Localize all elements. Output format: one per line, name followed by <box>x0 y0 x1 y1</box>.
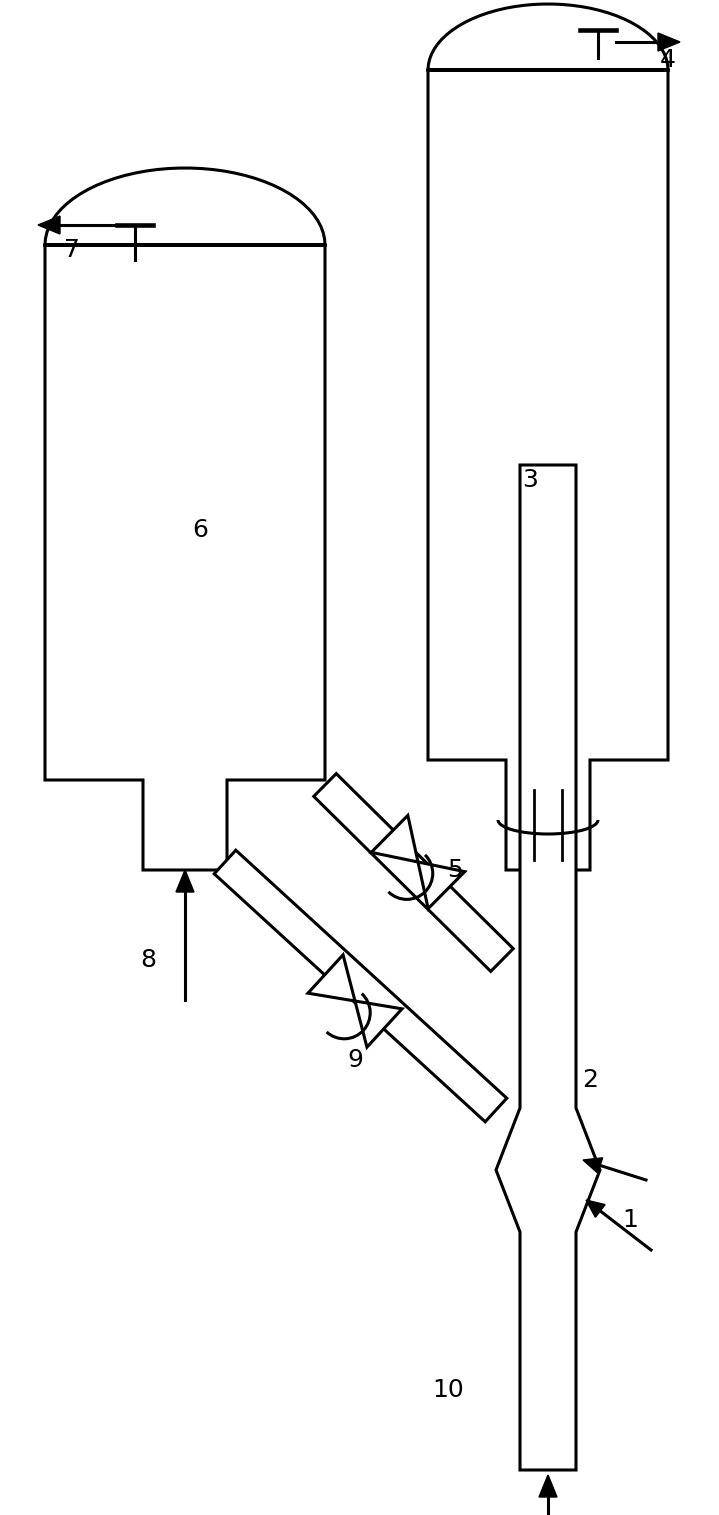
Polygon shape <box>586 1200 605 1218</box>
Polygon shape <box>428 5 668 870</box>
Polygon shape <box>418 862 464 909</box>
Text: 3: 3 <box>522 468 538 492</box>
Text: 8: 8 <box>140 948 156 973</box>
Polygon shape <box>176 870 194 892</box>
Text: 4: 4 <box>660 48 676 73</box>
Polygon shape <box>313 774 513 971</box>
Polygon shape <box>214 850 507 1121</box>
Polygon shape <box>496 465 600 1470</box>
Polygon shape <box>355 1001 402 1047</box>
Polygon shape <box>308 954 355 1001</box>
Polygon shape <box>658 33 680 52</box>
Text: 5: 5 <box>447 857 463 882</box>
Text: 10: 10 <box>432 1379 464 1401</box>
Text: 9: 9 <box>347 1048 363 1073</box>
Text: 2: 2 <box>582 1068 598 1092</box>
Polygon shape <box>371 815 418 862</box>
Polygon shape <box>38 217 60 233</box>
Text: 1: 1 <box>622 1207 638 1232</box>
Polygon shape <box>539 1476 557 1497</box>
Polygon shape <box>45 168 325 870</box>
Text: 6: 6 <box>192 518 208 542</box>
Text: 7: 7 <box>64 238 80 262</box>
Polygon shape <box>583 1157 603 1173</box>
